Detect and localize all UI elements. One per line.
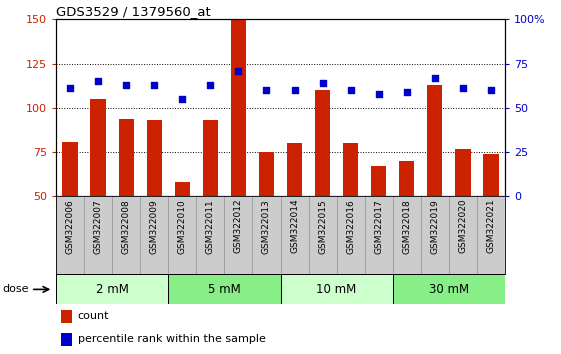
Point	[346, 87, 355, 93]
Point	[206, 82, 215, 88]
Bar	[393, 274, 505, 304]
Point	[234, 68, 243, 74]
Text: GSM322014: GSM322014	[290, 199, 299, 253]
Text: GSM322011: GSM322011	[206, 199, 215, 253]
Bar	[343, 143, 358, 285]
Bar	[483, 154, 499, 285]
Bar	[399, 161, 415, 285]
Text: GSM322008: GSM322008	[122, 199, 131, 253]
Point	[402, 89, 411, 95]
Text: GSM322009: GSM322009	[150, 199, 159, 253]
Text: count: count	[77, 311, 109, 321]
Point	[318, 80, 327, 86]
Point	[178, 96, 187, 102]
Bar	[371, 166, 387, 285]
Text: GSM322017: GSM322017	[374, 199, 383, 253]
Point	[66, 86, 75, 91]
Text: GSM322007: GSM322007	[94, 199, 103, 253]
Text: 2 mM: 2 mM	[96, 283, 128, 296]
Text: 10 mM: 10 mM	[316, 283, 357, 296]
Point	[94, 79, 103, 84]
Bar	[259, 152, 274, 285]
Text: GSM322018: GSM322018	[402, 199, 411, 253]
Point	[262, 87, 271, 93]
Bar	[287, 143, 302, 285]
Point	[150, 82, 159, 88]
Text: GSM322020: GSM322020	[458, 199, 467, 253]
Bar	[203, 120, 218, 285]
Point	[430, 75, 439, 81]
Bar	[315, 90, 330, 285]
Text: GSM322006: GSM322006	[66, 199, 75, 253]
Bar	[231, 19, 246, 285]
Point	[458, 86, 467, 91]
Text: GSM322016: GSM322016	[346, 199, 355, 253]
Text: percentile rank within the sample: percentile rank within the sample	[77, 334, 265, 344]
Point	[122, 82, 131, 88]
Text: GSM322010: GSM322010	[178, 199, 187, 253]
Bar	[174, 182, 190, 285]
Text: dose: dose	[3, 284, 29, 295]
Bar	[455, 149, 471, 285]
Text: GSM322012: GSM322012	[234, 199, 243, 253]
Bar	[146, 120, 162, 285]
Bar	[90, 99, 106, 285]
Point	[374, 91, 383, 97]
Text: GSM322013: GSM322013	[262, 199, 271, 253]
Bar	[56, 274, 168, 304]
Text: 30 mM: 30 mM	[429, 283, 469, 296]
Text: GSM322015: GSM322015	[318, 199, 327, 253]
Text: GSM322021: GSM322021	[486, 199, 495, 253]
Bar	[62, 142, 78, 285]
Bar	[61, 310, 72, 323]
Text: GSM322019: GSM322019	[430, 199, 439, 253]
Bar	[427, 85, 443, 285]
Bar	[168, 274, 280, 304]
Text: 5 mM: 5 mM	[208, 283, 241, 296]
Bar	[118, 119, 134, 285]
Bar	[61, 333, 72, 346]
Bar	[280, 274, 393, 304]
Point	[290, 87, 299, 93]
Text: GDS3529 / 1379560_at: GDS3529 / 1379560_at	[56, 5, 211, 18]
Point	[486, 87, 495, 93]
